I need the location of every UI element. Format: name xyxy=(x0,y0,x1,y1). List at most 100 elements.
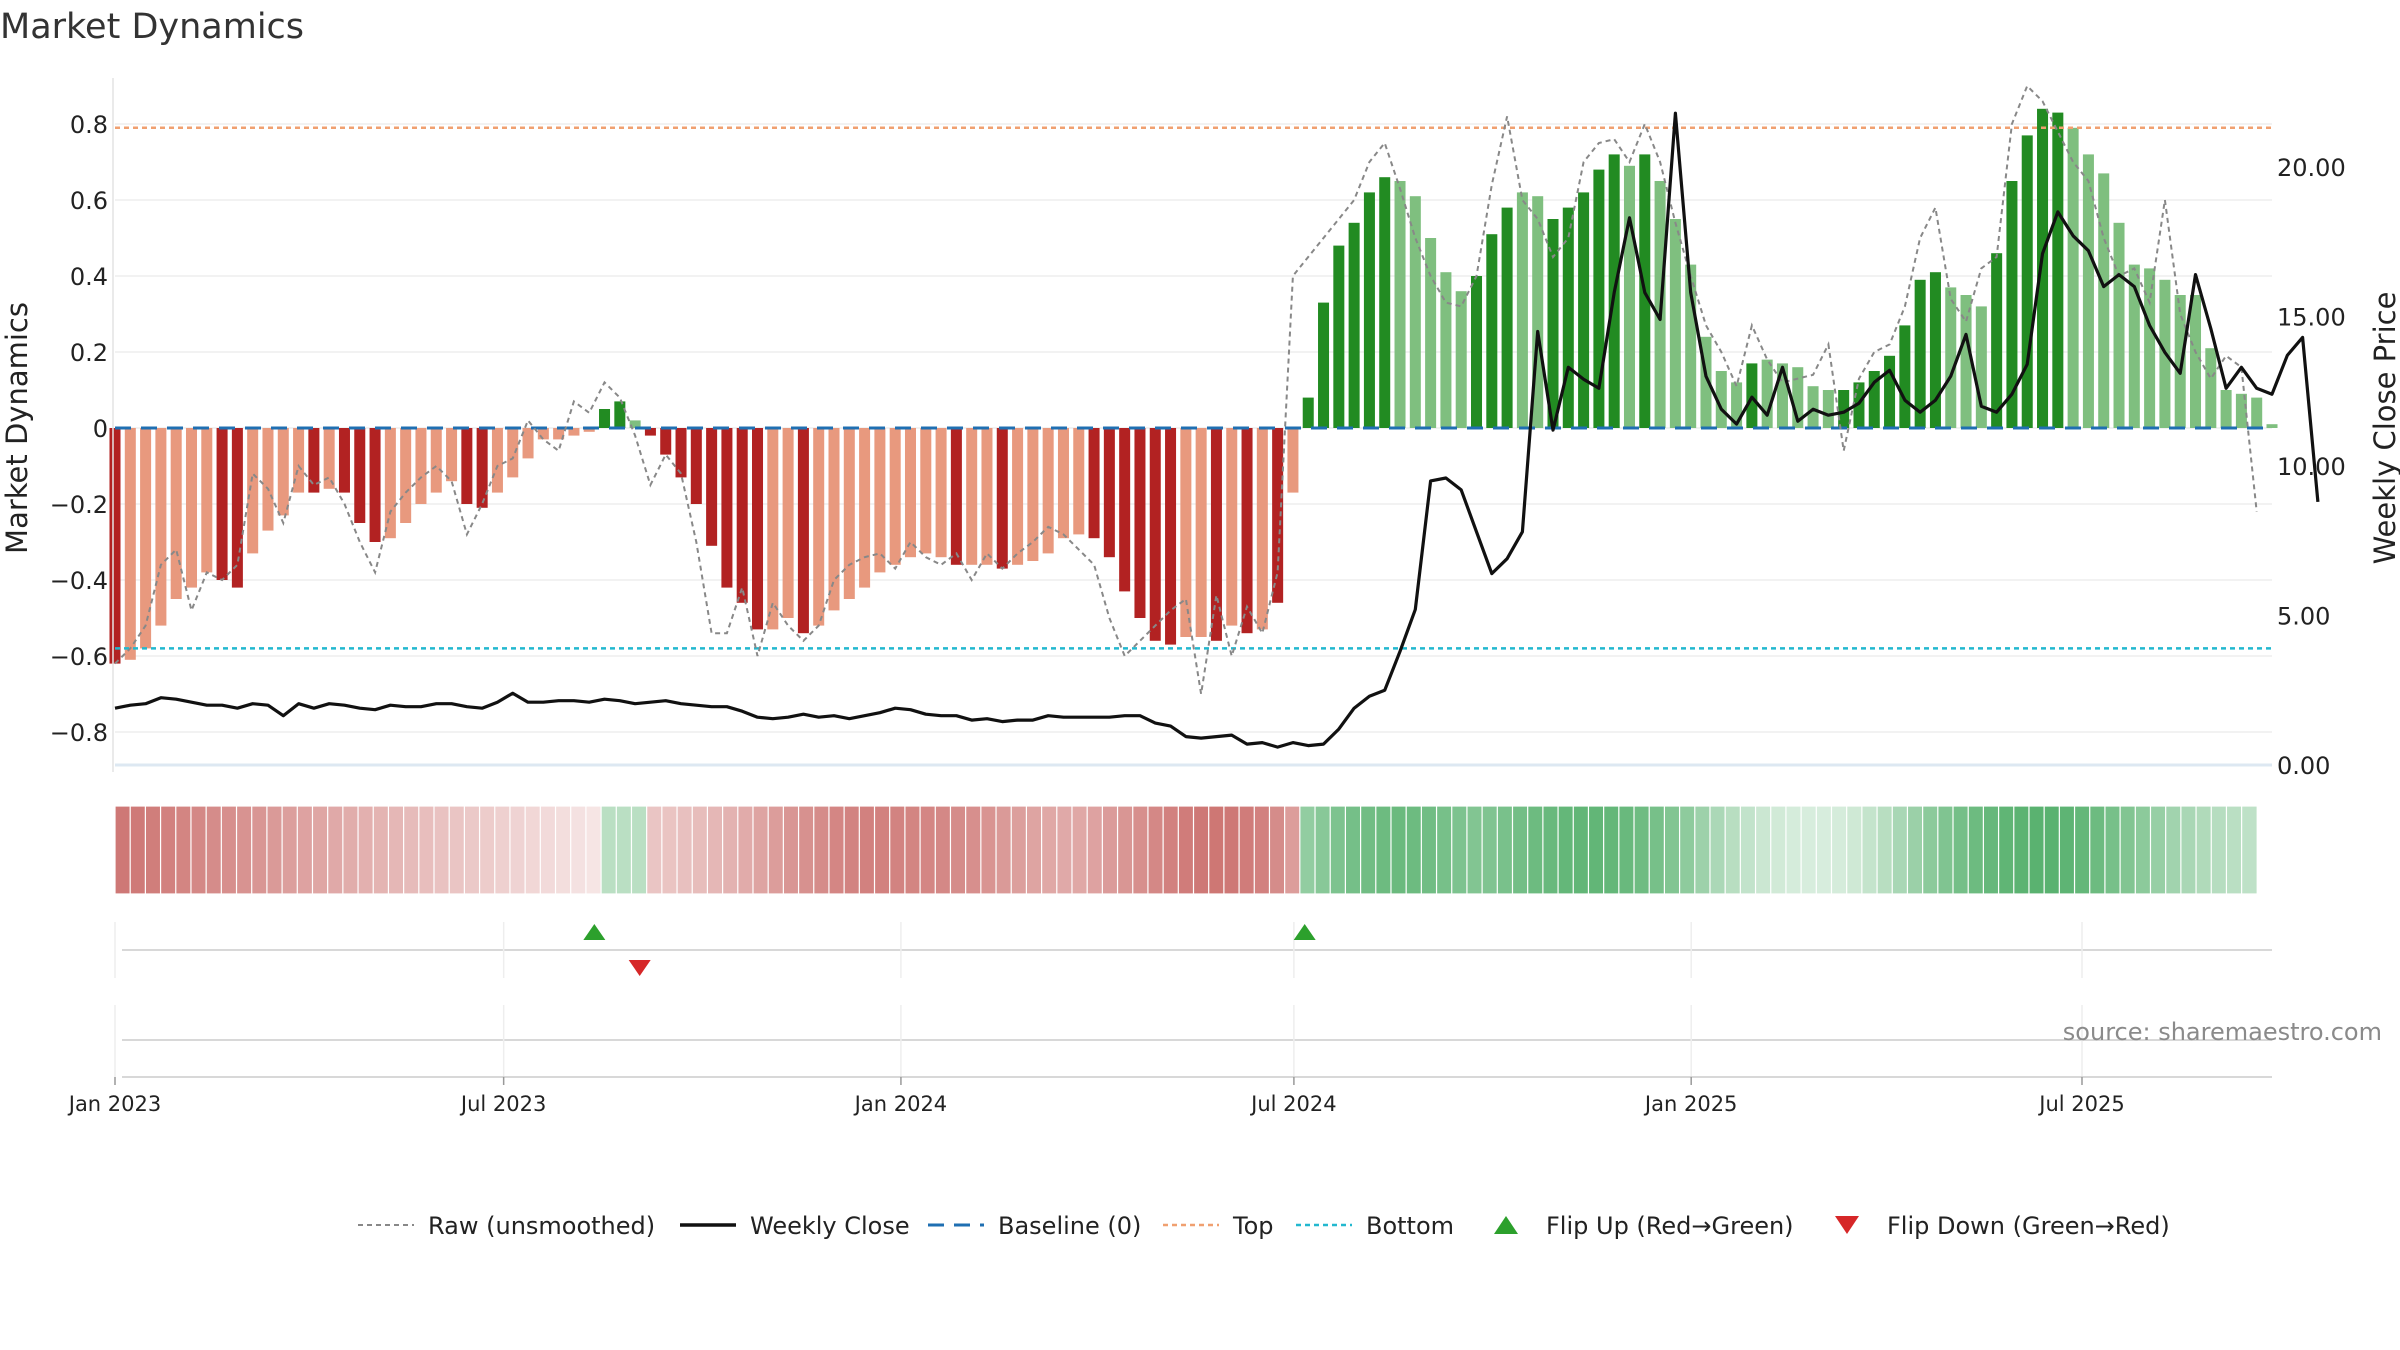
market-dynamics-bar xyxy=(2021,135,2033,428)
y-axis-right-tick-label: 5.00 xyxy=(2277,603,2330,631)
market-dynamics-bar xyxy=(1042,428,1054,554)
market-dynamics-bar xyxy=(1547,219,1559,428)
heatmap-cell xyxy=(1390,805,1408,895)
market-dynamics-bar xyxy=(721,428,733,588)
heatmap-cell xyxy=(965,805,982,895)
heatmap-cell xyxy=(144,805,162,895)
heatmap-cell xyxy=(722,805,739,895)
market-dynamics-bar xyxy=(247,428,259,554)
heatmap-cell xyxy=(2180,805,2198,895)
heatmap-cell xyxy=(1375,805,1392,895)
market-dynamics-bar xyxy=(767,428,779,630)
market-dynamics-bar xyxy=(201,428,213,573)
market-dynamics-bar xyxy=(690,428,702,504)
heatmap-cell xyxy=(342,805,360,895)
heatmap-cell xyxy=(1846,805,1863,895)
x-tick-label: Jul 2024 xyxy=(1249,1092,1336,1116)
heatmap-cell xyxy=(1223,805,1241,895)
market-dynamics-bar xyxy=(1914,279,1926,428)
market-dynamics-bar xyxy=(369,428,381,542)
y-axis-left-tick-label: −0.2 xyxy=(50,491,108,519)
market-dynamics-bar xyxy=(1440,272,1452,428)
heatmap-cell xyxy=(828,805,846,895)
market-dynamics-bar xyxy=(1822,390,1834,428)
heatmap-cell xyxy=(2013,805,2030,895)
market-dynamics-bar xyxy=(568,428,580,436)
heatmap-cell xyxy=(1435,805,1453,895)
market-dynamics-bar xyxy=(140,428,152,649)
market-dynamics-bar xyxy=(874,428,886,573)
heatmap-cell xyxy=(1329,805,1347,895)
market-dynamics-bar xyxy=(1868,371,1880,428)
market-dynamics-bar xyxy=(1731,382,1743,428)
market-dynamics-bar xyxy=(1272,428,1284,603)
heatmap-cell xyxy=(1086,805,1104,895)
market-dynamics-bar xyxy=(1318,302,1330,428)
market-dynamics-bar xyxy=(1899,325,1911,428)
x-axis: Jan 2023 Jul 2023 Jan 2024 Jul 2024 Jan 2025… xyxy=(67,1076,2272,1116)
y-axis-left-tick-label: −0.8 xyxy=(50,719,108,747)
heatmap-cell xyxy=(190,805,208,895)
y-axis-left-tick-label: 0 xyxy=(93,415,108,443)
market-dynamics-bar xyxy=(2052,112,2064,428)
y-axis-right: 20.00 15.00 10.00 5.00 0.00 xyxy=(2277,154,2346,780)
legend: Raw (unsmoothed) Weekly Close Baseline (0)… xyxy=(358,1212,2170,1240)
market-dynamics-bar xyxy=(1562,207,1574,428)
y-axis-right-label: Weekly Close Price xyxy=(2368,292,2400,565)
heatmap-cell xyxy=(1420,805,1438,895)
heatmap-cell xyxy=(1663,805,1681,895)
y-axis-left-tick-label: 0.4 xyxy=(70,263,108,291)
heatmap-cell xyxy=(266,805,284,895)
heatmap-cell xyxy=(281,805,299,895)
x-tick-label: Jul 2025 xyxy=(2037,1092,2124,1116)
heatmap-cell xyxy=(1891,805,1909,895)
heatmap-cell xyxy=(2241,805,2258,895)
x-tick-label: Jan 2025 xyxy=(1643,1092,1738,1116)
market-dynamics-bar xyxy=(476,428,488,508)
heatmap-cell xyxy=(1208,805,1225,895)
market-dynamics-bar xyxy=(904,428,916,558)
market-dynamics-bar xyxy=(1501,207,1513,428)
market-dynamics-bar xyxy=(629,420,641,428)
heatmap-cell xyxy=(2195,805,2213,895)
heatmap-cell xyxy=(220,805,238,895)
heatmap-cell xyxy=(463,805,481,895)
heatmap-cell xyxy=(570,805,587,895)
heatmap-cell xyxy=(813,805,830,895)
y-axis-right-tick-label: 10.00 xyxy=(2277,453,2346,481)
market-dynamics-bar xyxy=(2266,424,2278,428)
heatmap-cell xyxy=(737,805,754,895)
heatmap-cell xyxy=(1253,805,1271,895)
heatmap-cell xyxy=(2225,805,2243,895)
heatmap-cell xyxy=(767,805,785,895)
market-dynamics-bar xyxy=(813,428,825,626)
market-dynamics-bar xyxy=(2098,173,2110,428)
legend-swatch-flip_up xyxy=(1494,1216,1518,1234)
heatmap-cell xyxy=(1314,805,1332,895)
y-axis-left-tick-label: −0.4 xyxy=(50,567,108,595)
heatmap-cell xyxy=(1937,805,1955,895)
market-dynamics-bar xyxy=(2113,222,2125,428)
flip-up-marker xyxy=(1293,924,1316,940)
y-axis-left: 0.8 0.6 0.4 0.2 0 −0.2 −0.4 −0.6 −0.8 xyxy=(50,78,114,772)
heatmap-cell xyxy=(615,805,633,895)
market-dynamics-bar xyxy=(583,428,595,432)
legend-label-top: Top xyxy=(1232,1212,1274,1240)
series-lines xyxy=(114,84,2320,749)
heatmap-cell xyxy=(1922,805,1939,895)
heatmap-cell xyxy=(433,805,451,895)
regime-heatmap-strip xyxy=(114,805,2258,895)
market-dynamics-bar xyxy=(415,428,427,504)
market-dynamics-bar xyxy=(1409,196,1421,428)
market-dynamics-bar xyxy=(1715,371,1727,428)
heatmap-cell xyxy=(1116,805,1134,895)
heatmap-cell xyxy=(2104,805,2122,895)
market-dynamics-bar xyxy=(752,428,764,630)
market-dynamics-bar xyxy=(1027,428,1039,561)
heatmap-cell xyxy=(1177,805,1195,895)
market-dynamics-bar xyxy=(1348,222,1360,428)
heatmap-cell xyxy=(2165,805,2182,895)
heatmap-cell xyxy=(1192,805,1210,895)
weekly-close-line xyxy=(114,111,2320,749)
